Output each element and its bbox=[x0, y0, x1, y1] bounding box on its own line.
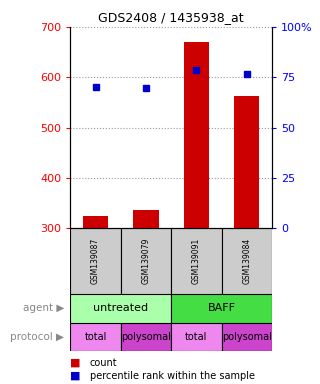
Text: ■: ■ bbox=[70, 358, 81, 368]
Bar bbox=[83, 216, 108, 228]
Bar bbox=[70, 294, 171, 323]
Title: GDS2408 / 1435938_at: GDS2408 / 1435938_at bbox=[98, 11, 244, 24]
Text: percentile rank within the sample: percentile rank within the sample bbox=[90, 371, 255, 381]
Text: GSM139091: GSM139091 bbox=[192, 238, 201, 284]
Text: GSM139084: GSM139084 bbox=[242, 238, 251, 284]
Text: GSM139079: GSM139079 bbox=[141, 238, 150, 284]
Bar bbox=[184, 42, 209, 228]
Text: agent ▶: agent ▶ bbox=[23, 303, 64, 313]
Bar bbox=[171, 294, 272, 323]
Bar bbox=[121, 228, 171, 294]
Bar bbox=[133, 210, 159, 228]
Bar bbox=[70, 228, 121, 294]
Text: untreated: untreated bbox=[93, 303, 148, 313]
Bar bbox=[171, 323, 221, 351]
Bar bbox=[234, 96, 260, 228]
Text: ■: ■ bbox=[70, 371, 81, 381]
Text: total: total bbox=[84, 332, 107, 342]
Text: count: count bbox=[90, 358, 117, 368]
Text: GSM139087: GSM139087 bbox=[91, 238, 100, 284]
Bar bbox=[222, 228, 272, 294]
Text: polysomal: polysomal bbox=[222, 332, 272, 342]
Bar bbox=[70, 323, 121, 351]
Bar bbox=[222, 323, 272, 351]
Bar bbox=[171, 228, 221, 294]
Text: BAFF: BAFF bbox=[208, 303, 236, 313]
Text: polysomal: polysomal bbox=[121, 332, 171, 342]
Text: protocol ▶: protocol ▶ bbox=[10, 332, 64, 342]
Bar bbox=[121, 323, 171, 351]
Text: total: total bbox=[185, 332, 208, 342]
